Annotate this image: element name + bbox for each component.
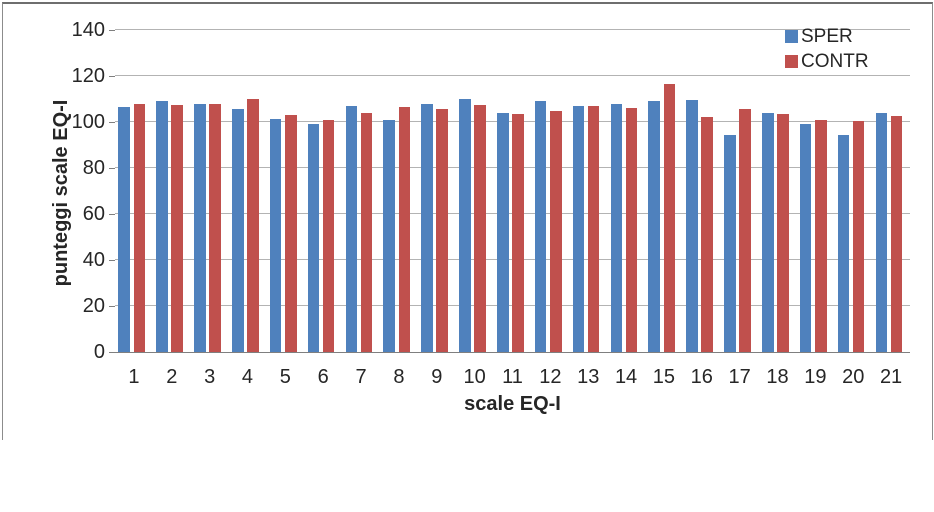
x-tick-label-19: 19 <box>804 366 827 388</box>
bar-sper-20 <box>837 134 850 352</box>
legend-swatch-contr <box>785 55 798 68</box>
y-tick-mark-40 <box>109 260 115 261</box>
y-tick-mark-140 <box>109 30 115 31</box>
bar-sper-9 <box>421 103 433 352</box>
bar-contr-3 <box>209 103 221 352</box>
y-tick-mark-20 <box>109 306 115 307</box>
legend-item-sper: SPER <box>785 24 915 49</box>
x-tick-label-16: 16 <box>690 366 713 388</box>
x-tick-label-21: 21 <box>879 366 903 388</box>
x-axis-title: scale EQ-I <box>464 393 561 415</box>
x-tick-label-7: 7 <box>355 366 367 388</box>
bar-sper-17 <box>724 134 736 352</box>
bar-sper-3 <box>194 103 206 352</box>
y-tick-label-140: 140 <box>71 19 105 41</box>
bar-sper-12 <box>534 101 547 352</box>
bar-sper-10 <box>459 99 471 352</box>
bar-sper-7 <box>345 105 358 352</box>
bar-sper-1 <box>118 107 130 352</box>
y-tick-label-100: 100 <box>71 111 105 133</box>
legend-label-contr: CONTR <box>801 51 869 72</box>
bar-contr-12 <box>550 110 562 352</box>
bar-sper-11 <box>496 112 509 352</box>
chart-border <box>2 2 933 440</box>
x-tick-label-5: 5 <box>279 366 291 388</box>
gridline-140 <box>115 29 910 30</box>
x-tick-label-10: 10 <box>463 366 486 388</box>
x-tick-label-17: 17 <box>728 366 751 388</box>
bar-contr-16 <box>701 117 714 352</box>
y-tick-label-60: 60 <box>82 203 105 225</box>
y-axis-title: punteggi scale EQ-I <box>50 99 72 287</box>
x-tick-label-3: 3 <box>204 366 216 388</box>
x-tick-label-2: 2 <box>166 366 178 388</box>
legend: SPER CONTR <box>785 24 915 74</box>
bar-sper-13 <box>572 105 585 352</box>
bar-sper-18 <box>761 112 774 352</box>
bar-contr-11 <box>512 113 524 352</box>
bar-sper-6 <box>307 124 320 352</box>
bar-contr-15 <box>663 84 676 352</box>
y-tick-label-0: 0 <box>93 341 105 363</box>
y-tick-label-40: 40 <box>82 249 105 271</box>
plot-area <box>115 29 910 353</box>
bar-sper-15 <box>648 101 660 352</box>
bar-sper-4 <box>231 109 244 352</box>
bar-contr-20 <box>852 120 865 352</box>
bar-sper-5 <box>269 118 282 352</box>
gridline-120 <box>115 75 910 76</box>
x-axis-labels: 1 2 3 4 5 6 7 8 9 10 11 12 13 14 15 16 17 18 19 20 21 <box>115 366 910 390</box>
bar-contr-13 <box>587 105 600 352</box>
bar-contr-4 <box>247 99 259 352</box>
x-tick-label-20: 20 <box>842 366 865 388</box>
bar-contr-21 <box>890 116 903 352</box>
x-tick-label-6: 6 <box>317 366 329 388</box>
bar-contr-10 <box>474 104 486 352</box>
x-tick-label-1: 1 <box>128 366 140 388</box>
bar-contr-5 <box>285 115 297 352</box>
x-tick-label-12: 12 <box>539 366 562 388</box>
bar-contr-9 <box>436 109 449 352</box>
legend-label-sper: SPER <box>801 26 853 47</box>
bar-sper-19 <box>799 124 812 352</box>
bar-sper-16 <box>686 100 698 352</box>
legend-item-contr: CONTR <box>785 49 915 74</box>
x-tick-label-9: 9 <box>431 366 443 388</box>
x-tick-label-11: 11 <box>502 366 523 388</box>
x-tick-label-14: 14 <box>614 366 638 388</box>
y-tick-mark-0 <box>109 352 115 353</box>
bar-contr-17 <box>739 109 751 352</box>
y-tick-mark-100 <box>109 122 115 123</box>
bar-contr-14 <box>625 108 638 352</box>
bar-contr-19 <box>815 119 827 352</box>
bar-sper-2 <box>156 101 168 352</box>
bar-sper-21 <box>875 112 888 352</box>
bar-contr-2 <box>171 104 184 352</box>
bar-sper-8 <box>383 119 395 352</box>
bar-contr-18 <box>777 113 789 352</box>
legend-swatch-sper <box>785 30 798 43</box>
x-tick-label-15: 15 <box>652 366 676 388</box>
y-tick-label-20: 20 <box>82 295 105 317</box>
x-tick-label-13: 13 <box>577 366 600 388</box>
bar-contr-7 <box>360 112 373 352</box>
x-tick-label-4: 4 <box>241 366 254 388</box>
y-tick-mark-80 <box>109 168 115 169</box>
bar-contr-6 <box>322 119 335 352</box>
x-tick-label-8: 8 <box>393 366 405 388</box>
x-tick-label-18: 18 <box>766 366 789 388</box>
y-tick-mark-120 <box>109 76 115 77</box>
bar-contr-1 <box>133 103 146 352</box>
bar-contr-8 <box>398 107 411 352</box>
y-tick-label-120: 120 <box>71 65 105 87</box>
y-tick-label-80: 80 <box>82 157 105 179</box>
bar-sper-14 <box>610 103 623 352</box>
y-tick-mark-60 <box>109 214 115 215</box>
